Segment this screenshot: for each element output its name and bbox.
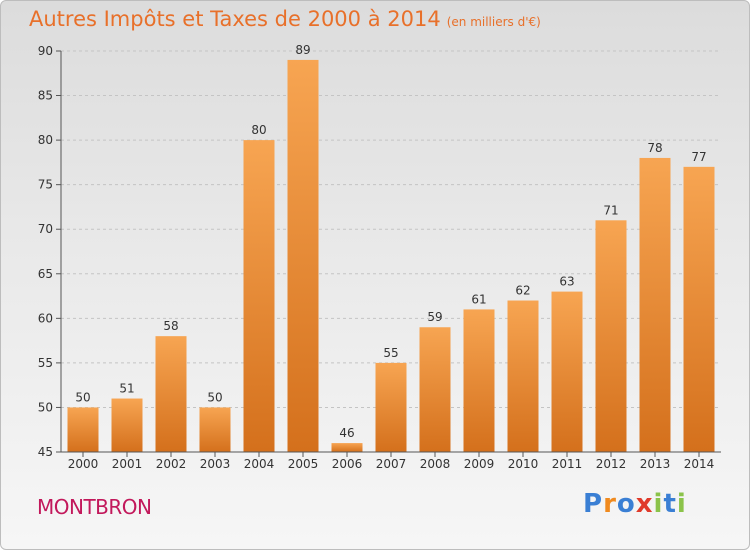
- bar: [419, 327, 451, 452]
- chart-title-text: Autres Impôts et Taxes de 2000 à 2014: [29, 7, 441, 31]
- bar: [243, 140, 275, 452]
- x-tick-label: 2001: [112, 457, 143, 471]
- x-tick-label: 2002: [156, 457, 187, 471]
- x-tick-label: 2013: [640, 457, 671, 471]
- y-tick-label: 45: [38, 445, 53, 459]
- y-tick-label: 55: [38, 356, 53, 370]
- y-tick-label: 80: [38, 133, 53, 147]
- y-tick-label: 60: [38, 311, 53, 325]
- x-tick-label: 2004: [244, 457, 275, 471]
- y-tick-label: 75: [38, 178, 53, 192]
- logo-letter: i: [676, 489, 687, 519]
- logo-letter: r: [603, 489, 617, 519]
- data-label: 71: [603, 203, 618, 217]
- data-label: 59: [427, 310, 442, 324]
- y-tick-label: 90: [38, 44, 53, 58]
- data-label: 58: [163, 319, 178, 333]
- y-tick-label: 50: [38, 400, 53, 414]
- x-tick-label: 2009: [464, 457, 495, 471]
- bar: [375, 362, 407, 452]
- x-tick-label: 2003: [200, 457, 231, 471]
- x-tick-label: 2007: [376, 457, 407, 471]
- x-tick-label: 2005: [288, 457, 319, 471]
- logo-letter: o: [616, 489, 636, 519]
- bar: [155, 336, 187, 452]
- x-tick-label: 2010: [508, 457, 539, 471]
- commune-name: MONTBRON: [37, 495, 152, 519]
- x-tick-label: 2012: [596, 457, 627, 471]
- logo-letter: x: [635, 489, 654, 519]
- proxiti-logo[interactable]: Proxiti: [583, 489, 687, 519]
- data-label: 51: [119, 382, 134, 396]
- bar: [199, 407, 231, 452]
- logo-letter: i: [653, 489, 664, 519]
- data-label: 77: [691, 150, 706, 164]
- bar: [111, 398, 143, 452]
- data-label: 55: [383, 346, 398, 360]
- bar: [67, 407, 99, 452]
- x-tick-label: 2006: [332, 457, 363, 471]
- data-label: 78: [647, 141, 662, 155]
- y-tick-label: 65: [38, 267, 53, 281]
- bar: [683, 166, 715, 452]
- bar: [463, 309, 495, 452]
- x-tick-label: 2011: [552, 457, 583, 471]
- data-label: 50: [75, 390, 90, 404]
- data-label: 62: [515, 284, 530, 298]
- data-label: 50: [207, 390, 222, 404]
- x-tick-label: 2000: [68, 457, 99, 471]
- data-label: 46: [339, 426, 354, 440]
- data-label: 89: [295, 43, 310, 57]
- bar: [507, 300, 539, 452]
- bar: [639, 157, 671, 452]
- chart-title: Autres Impôts et Taxes de 2000 à 2014 (en…: [29, 7, 541, 31]
- bar: [595, 220, 627, 452]
- bar: [551, 291, 583, 452]
- y-tick-label: 70: [38, 222, 53, 236]
- data-label: 80: [251, 123, 266, 137]
- x-tick-label: 2014: [684, 457, 715, 471]
- data-label: 61: [471, 292, 486, 306]
- data-label: 63: [559, 275, 574, 289]
- bar: [287, 59, 319, 453]
- bar: [331, 443, 363, 452]
- logo-letter: P: [583, 489, 604, 519]
- chart-subtitle: (en milliers d'€): [446, 15, 541, 29]
- x-tick-label: 2008: [420, 457, 451, 471]
- y-tick-label: 85: [38, 89, 53, 103]
- logo-letter: t: [663, 489, 677, 519]
